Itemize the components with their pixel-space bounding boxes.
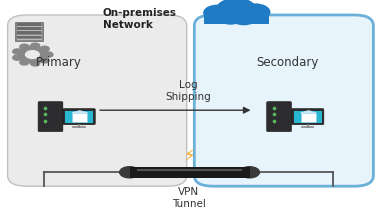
Circle shape: [30, 61, 40, 66]
FancyBboxPatch shape: [15, 22, 43, 41]
FancyBboxPatch shape: [8, 15, 187, 186]
Text: ⚡: ⚡: [184, 147, 195, 165]
FancyBboxPatch shape: [17, 27, 41, 30]
Circle shape: [44, 52, 53, 57]
FancyBboxPatch shape: [301, 113, 316, 122]
FancyBboxPatch shape: [38, 102, 63, 132]
FancyBboxPatch shape: [137, 169, 242, 171]
Text: VPN
Tunnel: VPN Tunnel: [172, 187, 205, 209]
Circle shape: [26, 51, 39, 58]
Circle shape: [40, 58, 49, 63]
FancyBboxPatch shape: [17, 31, 41, 34]
Circle shape: [216, 0, 256, 21]
Circle shape: [218, 10, 243, 24]
Text: On-premises
Network: On-premises Network: [103, 9, 177, 30]
Circle shape: [30, 43, 40, 48]
FancyBboxPatch shape: [194, 15, 373, 186]
FancyBboxPatch shape: [294, 111, 322, 123]
Circle shape: [18, 46, 47, 63]
FancyBboxPatch shape: [291, 109, 324, 125]
Circle shape: [240, 167, 259, 178]
FancyBboxPatch shape: [72, 113, 88, 122]
Circle shape: [13, 55, 22, 60]
FancyBboxPatch shape: [17, 23, 41, 26]
Circle shape: [20, 44, 29, 49]
Circle shape: [20, 60, 29, 65]
FancyBboxPatch shape: [65, 111, 93, 123]
FancyBboxPatch shape: [204, 14, 269, 24]
Polygon shape: [72, 111, 88, 113]
Text: Secondary: Secondary: [256, 56, 319, 68]
Polygon shape: [301, 111, 316, 113]
Circle shape: [40, 46, 49, 51]
Circle shape: [231, 10, 257, 25]
FancyBboxPatch shape: [267, 102, 291, 132]
FancyBboxPatch shape: [63, 109, 95, 125]
Text: Primary: Primary: [36, 56, 82, 68]
FancyBboxPatch shape: [130, 167, 250, 178]
Circle shape: [204, 5, 231, 20]
Circle shape: [120, 167, 139, 178]
Circle shape: [241, 4, 270, 20]
FancyBboxPatch shape: [17, 35, 41, 38]
Circle shape: [13, 49, 22, 54]
Text: Log
Shipping: Log Shipping: [166, 80, 211, 102]
